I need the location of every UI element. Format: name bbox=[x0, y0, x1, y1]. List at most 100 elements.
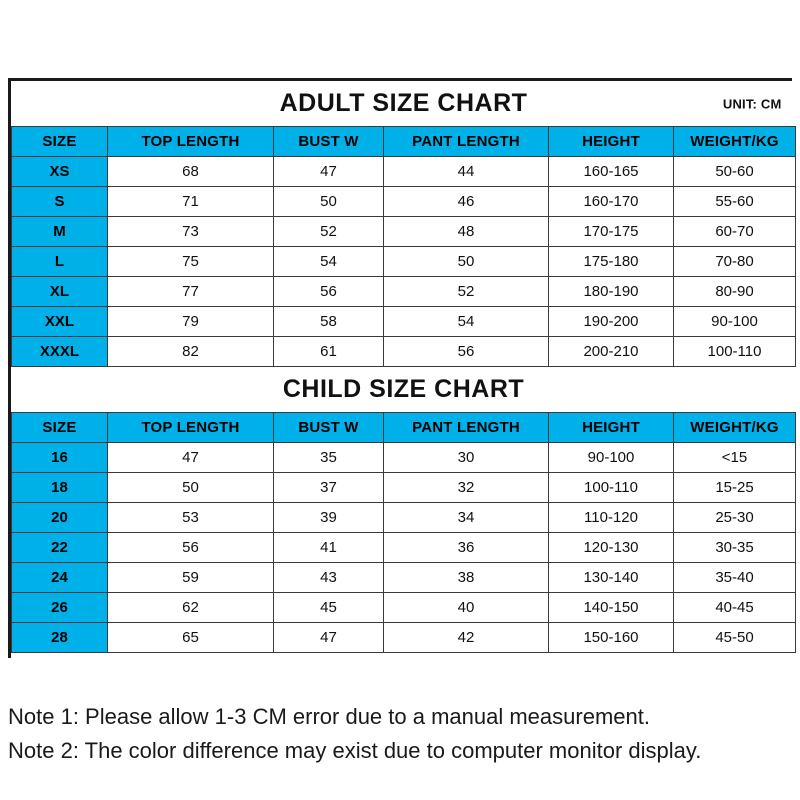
value-cell: 82 bbox=[107, 336, 274, 367]
section-title-row: ADULT SIZE CHART UNIT: CM bbox=[11, 81, 796, 127]
section-title-cell: CHILD SIZE CHART bbox=[11, 366, 796, 413]
value-cell: 40-45 bbox=[672, 592, 797, 623]
value-cell: 61 bbox=[273, 336, 384, 367]
value-cell: 50 bbox=[383, 246, 549, 277]
value-cell: 56 bbox=[107, 532, 274, 563]
table-row: L 75 54 50 175-180 70-80 bbox=[11, 246, 797, 277]
value-cell: 65 bbox=[107, 622, 274, 653]
value-cell: 55-60 bbox=[672, 186, 797, 217]
value-cell: 75 bbox=[107, 246, 274, 277]
value-cell: 73 bbox=[107, 216, 274, 247]
value-cell: 50-60 bbox=[672, 156, 797, 187]
size-cell: 18 bbox=[11, 472, 108, 503]
value-cell: 37 bbox=[273, 472, 384, 503]
value-cell: 52 bbox=[273, 216, 384, 247]
value-cell: 79 bbox=[107, 306, 274, 337]
value-cell: 59 bbox=[107, 562, 274, 593]
value-cell: 60-70 bbox=[672, 216, 797, 247]
table-row: 22 56 41 36 120-130 30-35 bbox=[11, 532, 797, 563]
size-cell: XL bbox=[11, 276, 108, 307]
value-cell: 41 bbox=[273, 532, 384, 563]
size-cell: 22 bbox=[11, 532, 108, 563]
section-title-row: CHILD SIZE CHART bbox=[11, 366, 796, 413]
value-cell: 45-50 bbox=[672, 622, 797, 653]
column-header-row: SIZE TOP LENGTH BUST W PANT LENGTH HEIGHT WEI… bbox=[11, 126, 797, 157]
value-cell: 100-110 bbox=[672, 336, 797, 367]
value-cell: 34 bbox=[383, 502, 549, 533]
size-cell: XS bbox=[11, 156, 108, 187]
value-cell: 100-110 bbox=[548, 472, 674, 503]
size-cell: 24 bbox=[11, 562, 108, 593]
size-cell: 28 bbox=[11, 622, 108, 653]
size-cell: S bbox=[11, 186, 108, 217]
value-cell: 30-35 bbox=[672, 532, 797, 563]
value-cell: <15 bbox=[672, 442, 797, 473]
value-cell: 56 bbox=[383, 336, 549, 367]
value-cell: 80-90 bbox=[672, 276, 797, 307]
value-cell: 58 bbox=[273, 306, 384, 337]
value-cell: 47 bbox=[273, 622, 384, 653]
table-row: 16 47 35 30 90-100 <15 bbox=[11, 442, 797, 473]
value-cell: 47 bbox=[107, 442, 274, 473]
note-line-2: Note 2: The color difference may exist d… bbox=[8, 738, 702, 763]
value-cell: 53 bbox=[107, 502, 274, 533]
footer-notes: Note 1: Please allow 1-3 CM error due to… bbox=[8, 700, 792, 768]
size-chart-frame: ADULT SIZE CHART UNIT: CM SIZE TOP LENGTH BU… bbox=[8, 78, 797, 695]
table-row: 18 50 37 32 100-110 15-25 bbox=[11, 472, 797, 503]
value-cell: 32 bbox=[383, 472, 549, 503]
value-cell: 90-100 bbox=[672, 306, 797, 337]
value-cell: 120-130 bbox=[548, 532, 674, 563]
table-bottom-spacer bbox=[11, 652, 796, 695]
value-cell: 40 bbox=[383, 592, 549, 623]
size-cell: 20 bbox=[11, 502, 108, 533]
value-cell: 42 bbox=[383, 622, 549, 653]
size-cell: 26 bbox=[11, 592, 108, 623]
value-cell: 175-180 bbox=[548, 246, 674, 277]
value-cell: 180-190 bbox=[548, 276, 674, 307]
column-header-top-length: TOP LENGTH bbox=[107, 126, 274, 157]
value-cell: 68 bbox=[107, 156, 274, 187]
table-row: M 73 52 48 170-175 60-70 bbox=[11, 216, 797, 247]
value-cell: 140-150 bbox=[548, 592, 674, 623]
value-cell: 170-175 bbox=[548, 216, 674, 247]
table-row: XL 77 56 52 180-190 80-90 bbox=[11, 276, 797, 307]
column-header-weight-kg: WEIGHT/KG bbox=[672, 126, 797, 157]
value-cell: 43 bbox=[273, 562, 384, 593]
size-cell: XXXL bbox=[11, 336, 108, 367]
section-title: ADULT SIZE CHART bbox=[279, 89, 528, 117]
column-header-bust-w: BUST W bbox=[273, 412, 384, 443]
value-cell: 90-100 bbox=[548, 442, 674, 473]
size-cell: 16 bbox=[11, 442, 108, 473]
value-cell: 25-30 bbox=[672, 502, 797, 533]
table-row: XXL 79 58 54 190-200 90-100 bbox=[11, 306, 797, 337]
column-header-row: SIZE TOP LENGTH BUST W PANT LENGTH HEIGHT WEI… bbox=[11, 412, 797, 443]
value-cell: 56 bbox=[273, 276, 384, 307]
column-header-size: SIZE bbox=[11, 412, 108, 443]
value-cell: 44 bbox=[383, 156, 549, 187]
size-chart-body: ADULT SIZE CHART UNIT: CM SIZE TOP LENGTH BU… bbox=[11, 81, 797, 695]
table-row: XS 68 47 44 160-165 50-60 bbox=[11, 156, 797, 187]
column-header-height: HEIGHT bbox=[548, 412, 674, 443]
unit-label: UNIT: CM bbox=[722, 96, 782, 111]
value-cell: 150-160 bbox=[548, 622, 674, 653]
value-cell: 54 bbox=[273, 246, 384, 277]
column-header-top-length: TOP LENGTH bbox=[107, 412, 274, 443]
value-cell: 47 bbox=[273, 156, 384, 187]
size-chart-table: ADULT SIZE CHART UNIT: CM SIZE TOP LENGTH BU… bbox=[11, 81, 797, 695]
table-row: XXXL 82 61 56 200-210 100-110 bbox=[11, 336, 797, 367]
value-cell: 50 bbox=[107, 472, 274, 503]
value-cell: 190-200 bbox=[548, 306, 674, 337]
table-row: 24 59 43 38 130-140 35-40 bbox=[11, 562, 797, 593]
value-cell: 52 bbox=[383, 276, 549, 307]
value-cell: 160-170 bbox=[548, 186, 674, 217]
value-cell: 46 bbox=[383, 186, 549, 217]
value-cell: 36 bbox=[383, 532, 549, 563]
section-title: CHILD SIZE CHART bbox=[282, 375, 525, 403]
size-cell: XXL bbox=[11, 306, 108, 337]
note-line-1: Note 1: Please allow 1-3 CM error due to… bbox=[8, 704, 650, 729]
section-title-cell: ADULT SIZE CHART UNIT: CM bbox=[11, 81, 796, 127]
table-row: 20 53 39 34 110-120 25-30 bbox=[11, 502, 797, 533]
value-cell: 45 bbox=[273, 592, 384, 623]
table-bottom-spacer-cell bbox=[11, 652, 796, 695]
